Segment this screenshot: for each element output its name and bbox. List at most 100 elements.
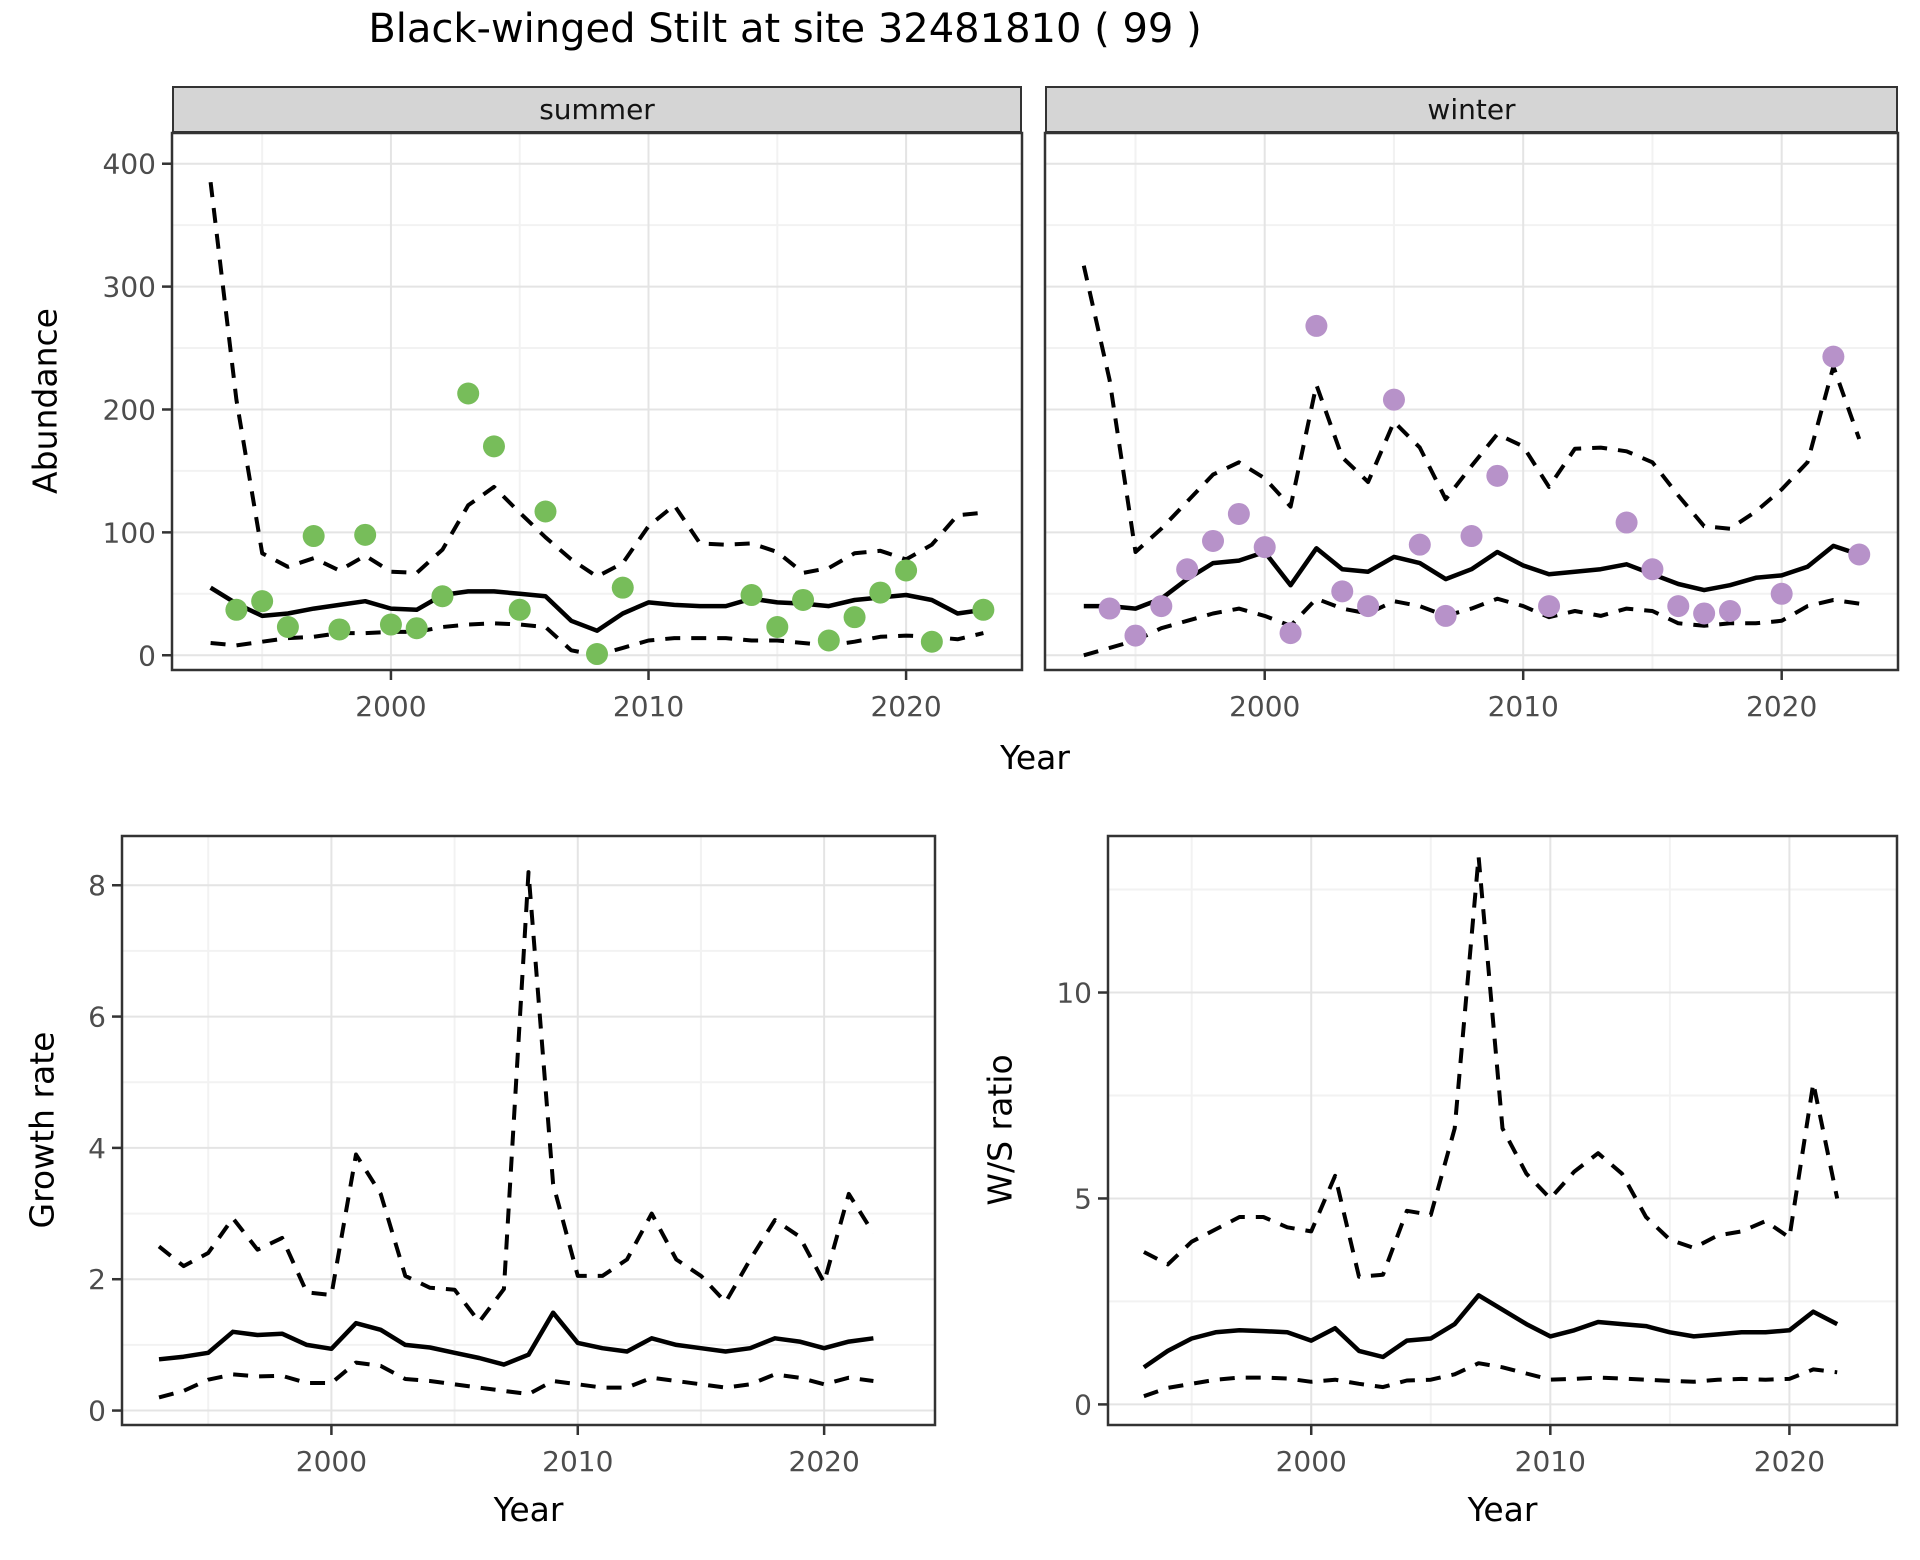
x-axis-title-year-ws: Year xyxy=(1467,1490,1538,1529)
y-tick-label: 6 xyxy=(88,1001,106,1034)
panel-background xyxy=(122,836,935,1425)
observation-point xyxy=(534,500,557,523)
observation-point xyxy=(1382,388,1405,411)
observation-point xyxy=(1253,536,1276,559)
lower_95ci-line xyxy=(1143,1361,1838,1399)
y-tick-label: 0 xyxy=(88,1395,106,1428)
mean-line xyxy=(209,585,984,633)
x-tick-label: 2020 xyxy=(1754,1445,1825,1478)
upper_95ci-line xyxy=(1142,854,1840,1279)
panel-border xyxy=(1043,131,1900,672)
upper_95ci-line xyxy=(1081,265,1862,554)
observation-point xyxy=(508,598,531,621)
facet-strip-winter: winter xyxy=(1045,86,1898,133)
panel-border xyxy=(120,834,937,1427)
observation-point xyxy=(1615,511,1638,534)
observation-point xyxy=(1408,533,1431,556)
observation-point xyxy=(1227,502,1250,525)
observation-point xyxy=(482,435,505,458)
observation-point xyxy=(1667,595,1690,618)
x-tick-label: 2010 xyxy=(542,1445,613,1478)
y-axis-title-abundance: Abundance xyxy=(25,308,65,494)
observation-point xyxy=(457,382,480,405)
observation-point xyxy=(1357,595,1380,618)
observation-point xyxy=(225,598,248,621)
x-tick-label: 2020 xyxy=(870,690,941,723)
y-tick-label: 8 xyxy=(88,869,106,902)
observation-point xyxy=(302,525,325,548)
y-tick-label: 0 xyxy=(1074,1388,1092,1421)
mean-line xyxy=(158,1310,874,1367)
observation-point xyxy=(1098,597,1121,620)
x-axis-title-year-top: Year xyxy=(1000,738,1070,777)
observation-point xyxy=(1305,314,1328,337)
observation-point xyxy=(817,629,840,652)
observation-point xyxy=(328,618,351,641)
y-tick-label: 400 xyxy=(103,148,156,181)
observation-point xyxy=(843,606,866,629)
observation-point xyxy=(405,617,428,640)
observation-point xyxy=(354,523,377,546)
observation-point xyxy=(1202,529,1225,552)
observation-point xyxy=(431,585,454,608)
panel-border xyxy=(170,131,1024,672)
upper_95ci-line xyxy=(157,870,876,1324)
observation-point xyxy=(379,613,402,636)
y-tick-label: 100 xyxy=(103,516,156,549)
y-tick-label: 300 xyxy=(103,271,156,304)
mean-line xyxy=(1083,543,1860,611)
observation-point xyxy=(1124,624,1147,647)
observation-point xyxy=(1176,558,1199,581)
observation-point xyxy=(1822,345,1845,368)
observation-point xyxy=(1331,580,1354,603)
facet-strip-summer: summer xyxy=(172,86,1022,133)
observation-point xyxy=(1150,595,1173,618)
x-tick-label: 2010 xyxy=(1515,1445,1586,1478)
observation-point xyxy=(1641,558,1664,581)
y-axis-title-ws-ratio: W/S ratio xyxy=(980,1054,1020,1206)
x-tick-label: 2000 xyxy=(1276,1445,1347,1478)
observation-point xyxy=(251,590,274,613)
observation-point xyxy=(1486,464,1509,487)
x-tick-label: 2020 xyxy=(789,1445,860,1478)
lower_95ci-line xyxy=(1083,596,1860,658)
y-tick-label: 0 xyxy=(138,639,156,672)
observation-point xyxy=(1770,582,1793,605)
observation-point xyxy=(895,559,918,582)
facet-strip-label: summer xyxy=(539,93,655,126)
observation-point xyxy=(611,576,634,599)
lower_95ci-line xyxy=(158,1360,874,1400)
observation-point xyxy=(586,643,608,666)
observation-point xyxy=(1460,525,1483,548)
x-tick-label: 2000 xyxy=(296,1445,367,1478)
observation-point xyxy=(1434,604,1457,627)
x-tick-label: 2010 xyxy=(613,690,684,723)
x-tick-label: 2010 xyxy=(1488,690,1559,723)
mean-line xyxy=(1142,1293,1839,1370)
x-axis-title-year-growth: Year xyxy=(493,1490,564,1529)
observation-point xyxy=(276,615,299,638)
observation-point xyxy=(740,584,763,607)
y-tick-label: 5 xyxy=(1074,1182,1092,1215)
x-tick-label: 2000 xyxy=(1229,690,1300,723)
y-tick-label: 200 xyxy=(103,393,156,426)
y-tick-label: 4 xyxy=(88,1132,106,1165)
x-tick-label: 2020 xyxy=(1746,690,1817,723)
observation-point xyxy=(1693,602,1716,625)
observation-point xyxy=(1538,595,1561,618)
y-tick-label: 10 xyxy=(1056,977,1092,1010)
observation-point xyxy=(1718,600,1741,623)
y-tick-label: 2 xyxy=(88,1263,106,1296)
observation-point xyxy=(972,598,995,621)
observation-point xyxy=(1279,622,1302,645)
observation-point xyxy=(920,630,943,653)
panel-background xyxy=(172,133,1022,670)
y-axis-title-growth-rate: Growth rate xyxy=(22,1031,62,1229)
x-tick-label: 2000 xyxy=(355,690,426,723)
upper_95ci-line xyxy=(208,181,984,579)
facet-strip-label: winter xyxy=(1427,93,1516,126)
observation-point xyxy=(792,588,815,611)
observation-point xyxy=(1848,543,1871,566)
